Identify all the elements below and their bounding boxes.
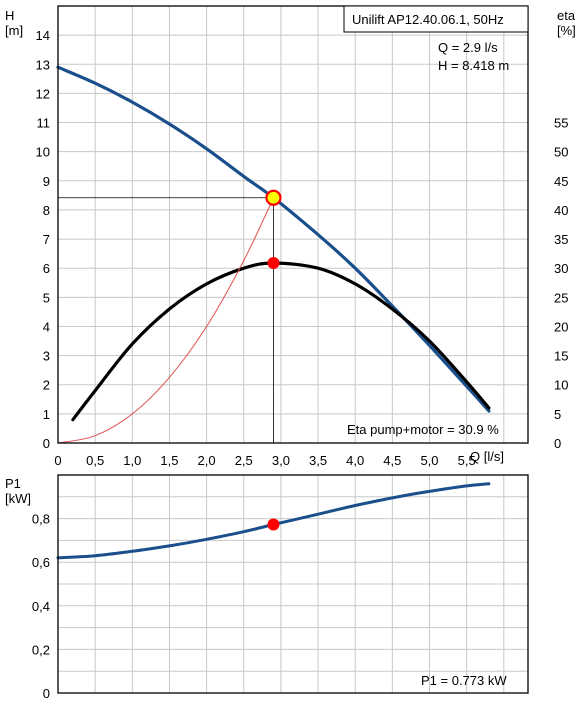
x-tick-label: 5,5 — [458, 453, 476, 468]
y-tick-label: 13 — [36, 57, 50, 72]
p1-axis-unit: [kW] — [5, 491, 31, 506]
p1-tick-label: 0,8 — [32, 512, 50, 527]
readout-h: H = 8.418 m — [438, 58, 509, 73]
bottom-plot-frame — [57, 474, 529, 694]
y-tick-label: 8 — [43, 203, 50, 218]
p1-tick-label: 0 — [43, 686, 50, 701]
y2-tick-label: 25 — [554, 290, 568, 305]
x-tick-label: 5,0 — [420, 453, 438, 468]
y-tick-label: 7 — [43, 232, 50, 247]
y2-tick-label: 35 — [554, 232, 568, 247]
x-tick-label: 0,5 — [86, 453, 104, 468]
y-tick-label: 4 — [43, 319, 50, 334]
y-tick-label: 3 — [43, 349, 50, 364]
y-tick-label: 9 — [43, 174, 50, 189]
y-tick-label: 6 — [43, 261, 50, 276]
eta-annotation: Eta pump+motor = 30.9 % — [347, 422, 499, 437]
y-tick-label: 0 — [43, 436, 50, 451]
p1-tick-label: 0,4 — [32, 599, 50, 614]
y-tick-label: 1 — [43, 407, 50, 422]
title-box — [343, 5, 529, 33]
bottom-ticks: 0 0,2 0,4 0,6 0,8 — [32, 512, 50, 701]
y2-tick-label: 0 — [554, 436, 561, 451]
p1-tick-label: 0,2 — [32, 642, 50, 657]
y2-axis-name: eta — [557, 8, 576, 23]
system-curve-curve — [57, 197, 274, 444]
x-axis-label: Q [l/s] — [470, 449, 504, 464]
x-tick-label: 2,5 — [235, 453, 253, 468]
chart-title: Unilift AP12.40.06.1, 50Hz — [352, 12, 504, 27]
x-tick-label: 1,0 — [123, 453, 141, 468]
y2-tick-label: 55 — [554, 116, 568, 131]
y-tick-label: 10 — [36, 145, 50, 160]
p1-axis-name: P1 — [5, 476, 21, 491]
x-tick-label: 0 — [54, 453, 61, 468]
x-tick-label: 3,5 — [309, 453, 327, 468]
x-tick-label: 2,0 — [198, 453, 216, 468]
y2-tick-label: 45 — [554, 174, 568, 189]
y-tick-label: 12 — [36, 86, 50, 101]
y2-tick-label: 40 — [554, 203, 568, 218]
y-tick-label: 5 — [43, 290, 50, 305]
y-axis-unit: [m] — [5, 23, 23, 38]
power-operating-point — [267, 518, 280, 531]
x-tick-label: 4,5 — [383, 453, 401, 468]
y2-tick-label: 50 — [554, 145, 568, 160]
y-axis-name: H — [5, 8, 14, 23]
y2-tick-label: 5 — [554, 407, 561, 422]
y-tick-label: 2 — [43, 378, 50, 393]
y-tick-label: 14 — [36, 28, 50, 43]
top-curves — [56, 65, 491, 444]
y-tick-label: 11 — [37, 116, 51, 131]
top-plot-frame — [57, 5, 529, 444]
y2-axis-unit: [%] — [557, 23, 576, 38]
y2-tick-label: 10 — [554, 378, 568, 393]
bottom-curves — [56, 482, 491, 560]
y2-tick-label: 15 — [554, 349, 568, 364]
eta-operating-point — [267, 256, 280, 269]
p1-tick-label: 0,6 — [32, 555, 50, 570]
y2-tick-label: 30 — [554, 261, 568, 276]
y2-tick-label: 20 — [554, 319, 568, 334]
x-tick-label: 3,0 — [272, 453, 290, 468]
p1-annotation: P1 = 0.773 kW — [421, 673, 507, 688]
readout-q: Q = 2.9 l/s — [438, 40, 498, 55]
head-operating-point — [265, 189, 282, 206]
x-tick-label: 1,5 — [160, 453, 178, 468]
top-ticks: 0 0,5 1,0 1,5 2,0 2,5 3,0 3,5 4,0 4,5 5,0 5,5012345… — [36, 28, 569, 468]
x-tick-label: 4,0 — [346, 453, 364, 468]
